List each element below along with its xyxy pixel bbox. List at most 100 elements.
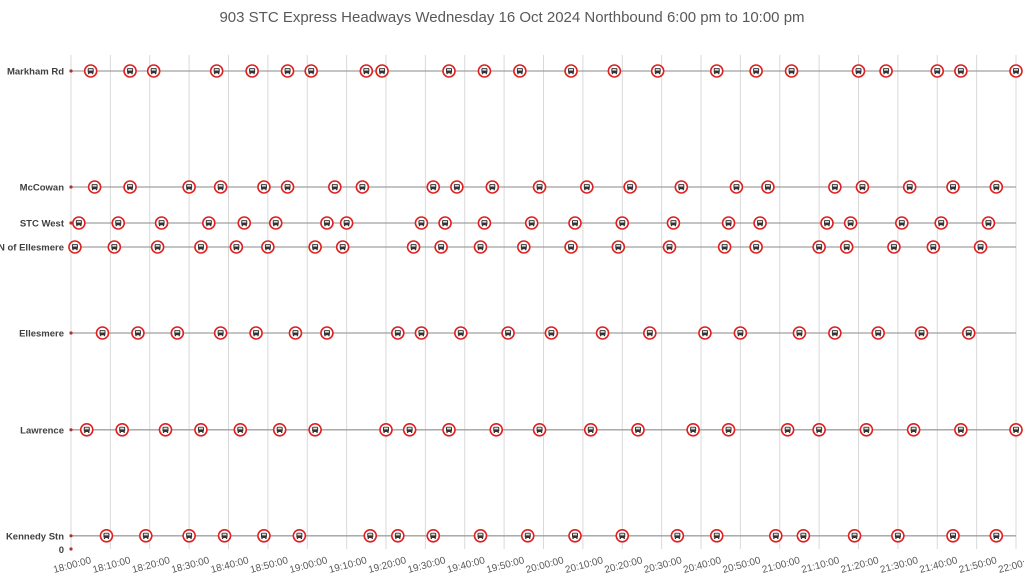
bus-wheel	[115, 249, 117, 251]
start-point	[69, 428, 73, 432]
bus-body	[993, 184, 1000, 190]
bus-wheel	[576, 225, 578, 227]
bus-wheel	[666, 249, 669, 251]
bus-icon	[194, 422, 208, 437]
bus-icon	[292, 528, 307, 543]
bus-wheel	[962, 73, 964, 75]
bus-wheel	[312, 73, 314, 75]
bus-wheel	[84, 431, 86, 433]
bus-wheel	[788, 73, 791, 75]
bus-wheel	[387, 431, 389, 433]
bus-wheel	[603, 335, 606, 337]
bus-icon	[544, 326, 559, 340]
start-point	[69, 185, 73, 189]
bus-icon	[906, 422, 921, 437]
bus-wheel	[198, 249, 200, 251]
bus-wheel	[371, 537, 373, 539]
bus-wheel	[202, 431, 204, 433]
bus-icon	[213, 180, 228, 194]
bus-wheel	[88, 431, 90, 433]
bus-wheel	[253, 335, 255, 337]
bus-icon	[524, 216, 539, 230]
bus-icon	[359, 64, 374, 78]
bus-wheel	[918, 335, 921, 337]
bus-window	[407, 427, 412, 430]
bus-body	[725, 220, 732, 226]
bus-wheel	[777, 537, 779, 539]
bus-wheel	[316, 431, 318, 433]
bus-body	[272, 220, 279, 226]
bus-wheel	[237, 431, 240, 433]
bus-icon	[698, 326, 712, 340]
bus-wheel	[343, 249, 346, 251]
bus-wheel	[788, 431, 791, 433]
bus-body	[599, 330, 606, 336]
bus-wheel	[552, 335, 554, 337]
bus-icon	[820, 216, 834, 230]
bus-icon	[843, 216, 858, 230]
bus-icon	[595, 326, 610, 340]
bus-body	[197, 426, 204, 432]
bus-wheel	[851, 537, 854, 539]
bus-icon	[489, 422, 504, 437]
bus-window	[636, 427, 640, 430]
bus-wheel	[639, 431, 641, 433]
bus-wheel	[757, 249, 759, 251]
bus-wheel	[989, 225, 992, 227]
bus-icon	[989, 528, 1004, 543]
bus-window	[994, 533, 999, 536]
bus-body	[217, 330, 224, 336]
bus-body	[583, 184, 590, 190]
bus-icon	[194, 240, 208, 254]
bus-wheel	[647, 335, 649, 337]
bus-icon	[887, 240, 901, 254]
bus-wheel	[410, 431, 413, 433]
bus-window	[443, 220, 448, 223]
bus-wheel	[914, 431, 917, 433]
bus-icon	[335, 240, 350, 254]
bus-icon	[107, 240, 122, 254]
bus-wheel	[383, 73, 385, 75]
bus-body	[339, 244, 346, 250]
bus-wheel	[88, 73, 90, 75]
bus-icon	[328, 180, 342, 194]
bus-body	[481, 220, 488, 226]
bus-icon	[674, 180, 689, 194]
bus-wheel	[572, 537, 574, 539]
bus-window	[309, 68, 314, 71]
station-label: Ellesmere	[19, 329, 64, 340]
bus-icon	[709, 528, 724, 543]
station-label: Markham Rd	[7, 67, 64, 78]
bus-wheel	[773, 537, 775, 539]
bus-wheel	[76, 249, 78, 251]
bus-window	[537, 427, 542, 430]
bus-icon	[828, 326, 842, 340]
bus-icon	[280, 180, 295, 194]
bus-body	[134, 330, 141, 336]
bus-wheel	[863, 189, 866, 191]
bus-body	[418, 220, 425, 226]
bus-window	[525, 533, 530, 536]
bus-body	[359, 184, 366, 190]
station-rows: 0 Markham Rd McCowan STC West Brimley N of E…	[0, 64, 1023, 556]
x-tick-label: 21:20:00	[840, 555, 881, 576]
bus-wheel	[241, 225, 243, 227]
bus-icon	[99, 528, 114, 543]
bus-body	[367, 532, 374, 538]
bus-wheel	[765, 189, 767, 191]
bus-wheel	[241, 431, 243, 433]
bus-wheel	[481, 73, 484, 75]
bus-body	[572, 220, 578, 226]
bus-window	[864, 427, 869, 430]
bus-wheel	[399, 537, 401, 539]
bus-window	[758, 220, 763, 223]
bus-body	[890, 244, 897, 250]
bus-body	[536, 184, 543, 190]
bus-body	[701, 330, 708, 336]
bus-wheel	[485, 73, 488, 75]
bus-window	[324, 330, 329, 333]
bus-wheel	[529, 537, 531, 539]
bus-icon	[426, 528, 441, 543]
bus-icon	[666, 216, 681, 230]
bus-icon	[304, 64, 318, 78]
